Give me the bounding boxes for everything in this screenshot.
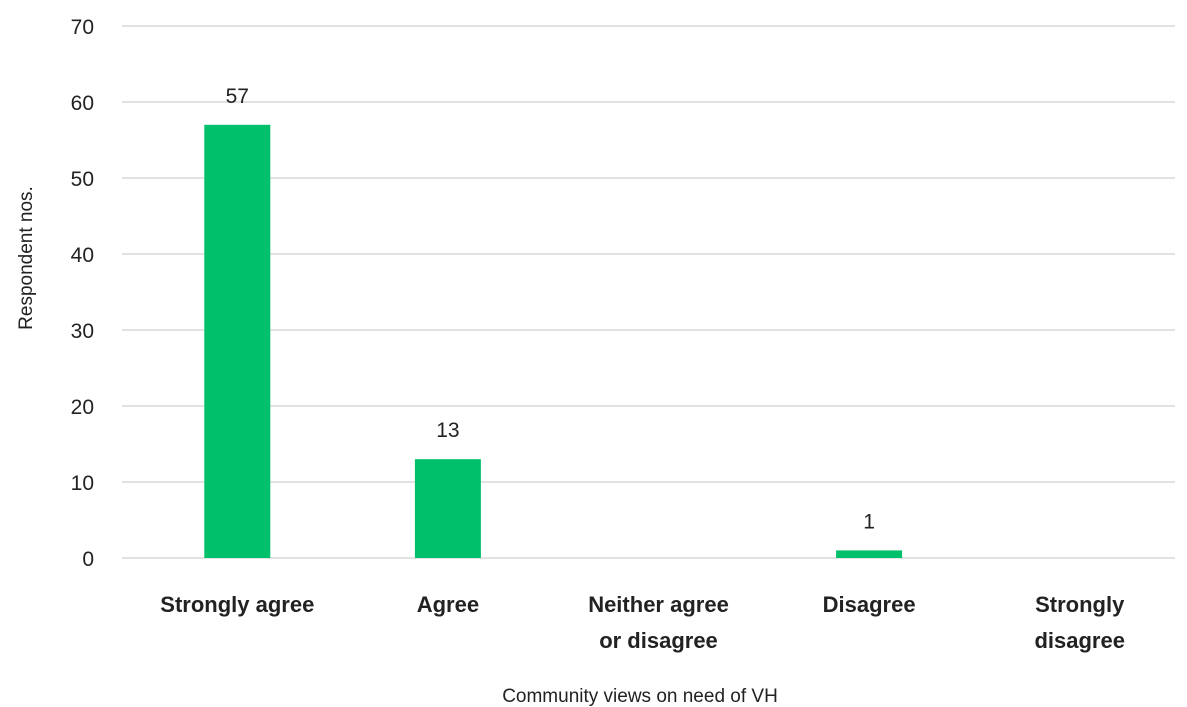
y-tick-label: 30 xyxy=(71,320,94,343)
gridlines xyxy=(122,25,1175,559)
x-axis-title: Community views on need of VH xyxy=(502,686,778,707)
x-category-label: disagree xyxy=(1034,628,1125,653)
y-tick-label: 0 xyxy=(82,548,94,571)
data-label: 13 xyxy=(436,419,459,442)
bars xyxy=(204,124,903,559)
x-axis-categories: Strongly agree Agree Neither agree or disag… xyxy=(160,592,1125,653)
bar xyxy=(414,459,481,558)
y-tick-label: 50 xyxy=(71,168,94,191)
x-category-label: Strongly xyxy=(1035,592,1125,617)
data-label: 1 xyxy=(863,510,875,533)
x-category-label: or disagree xyxy=(599,628,718,653)
y-tick-label: 60 xyxy=(71,92,94,115)
data-label: 57 xyxy=(226,85,249,108)
y-tick-label: 20 xyxy=(71,396,94,419)
y-axis-title: Respondent nos. xyxy=(16,186,37,330)
x-category-label: Disagree xyxy=(823,592,916,617)
bar xyxy=(204,124,271,559)
x-category-label: Agree xyxy=(417,592,479,617)
y-tick-label: 10 xyxy=(71,472,94,495)
x-category-label: Strongly agree xyxy=(160,592,314,617)
y-axis-ticks: 0 10 20 30 40 50 60 70 xyxy=(71,16,94,571)
y-tick-label: 40 xyxy=(71,244,94,267)
bar xyxy=(836,550,903,558)
y-tick-label: 70 xyxy=(71,16,94,39)
x-category-label: Neither agree xyxy=(588,592,729,617)
data-labels: 57 13 1 xyxy=(226,85,875,534)
